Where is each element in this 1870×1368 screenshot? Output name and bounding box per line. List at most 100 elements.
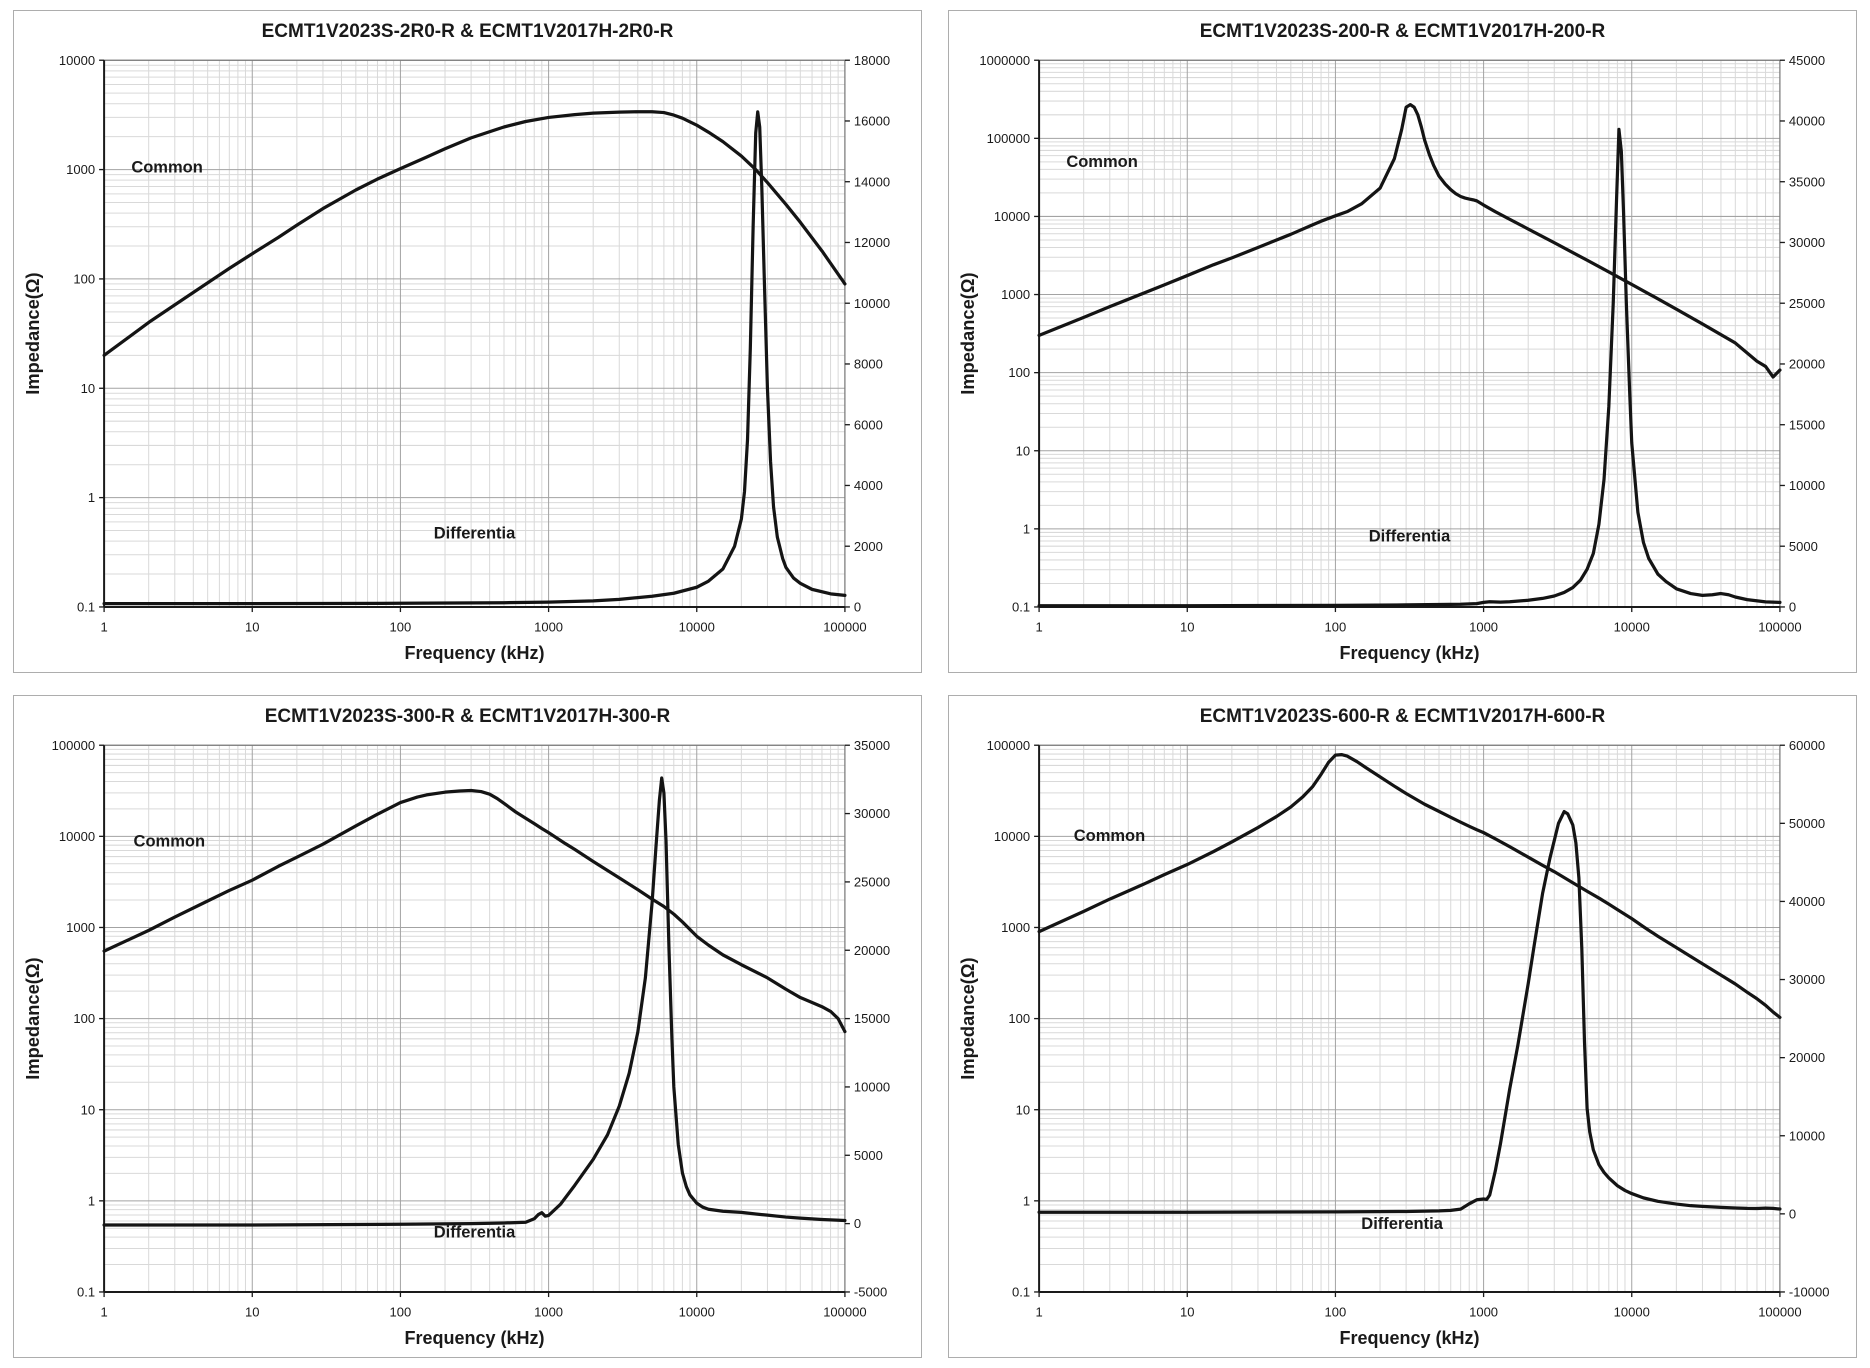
x-tick-label: 100 — [390, 1304, 412, 1319]
series-label-differentia: Differentia — [434, 1222, 516, 1241]
y-left-tick-label: 1000 — [1001, 287, 1030, 302]
y-left-tick-label: 100 — [73, 1011, 95, 1026]
y-right-tick-label: 2000 — [854, 539, 883, 554]
x-tick-label: 1000 — [1469, 619, 1498, 634]
y-left-tick-label: 10 — [81, 381, 95, 396]
y-right-tick-label: 25000 — [1789, 296, 1825, 311]
y-axis-title: Impedance(Ω) — [958, 272, 978, 394]
y-right-tick-label: 35000 — [854, 738, 890, 753]
gridlines-minor — [1039, 60, 1780, 607]
x-tick-label: 100 — [390, 619, 412, 634]
chart-canvas-2r0: 1000010001001010.11800016000140001200010… — [23, 53, 890, 663]
chart-canvas-600: 1000001000010001001010.16000050000400003… — [958, 738, 1830, 1348]
y-right-tick-label: 40000 — [1789, 894, 1825, 909]
x-tick-label: 10000 — [1614, 619, 1650, 634]
curve-common — [1037, 752, 1782, 1020]
x-tick-label: 10000 — [679, 1304, 715, 1319]
x-tick-label: 100 — [1325, 619, 1347, 634]
y-right-tick-label: 5000 — [854, 1148, 883, 1163]
chart-canvas-300: 1000001000010001001010.13500030000250002… — [23, 738, 890, 1348]
y-left-tick-label: 1000 — [66, 920, 95, 935]
x-axis-title: Frequency (kHz) — [1339, 1328, 1479, 1348]
x-tick-label: 10 — [1180, 619, 1194, 634]
curve-common — [102, 788, 847, 1034]
y-left-tick-label: 0.1 — [77, 599, 95, 614]
y-axis-title: Impedance(Ω) — [958, 957, 978, 1079]
curve-differentia — [1037, 127, 1782, 608]
y-right-tick-label: 10000 — [1789, 478, 1825, 493]
y-left-tick-label: 10 — [1016, 443, 1030, 458]
tick-marks — [1034, 744, 1785, 1298]
y-right-tick-label: 0 — [1789, 599, 1796, 614]
y-right-tick-label: 8000 — [854, 356, 883, 371]
y-left-tick-label: 10000 — [59, 53, 95, 68]
x-tick-label: 10 — [245, 1304, 259, 1319]
y-left-tick-label: 1000000 — [979, 53, 1030, 68]
y-left-tick-label: 10000 — [994, 829, 1030, 844]
x-tick-label: 10 — [245, 619, 259, 634]
y-left-tick-label: 100000 — [987, 738, 1030, 753]
y-left-tick-label: 100 — [1008, 365, 1030, 380]
y-left-tick-label: 10000 — [59, 829, 95, 844]
tick-marks — [99, 744, 850, 1298]
y-right-tick-label: 50000 — [1789, 816, 1825, 831]
x-tick-label: 100000 — [823, 619, 866, 634]
x-tick-label: 1 — [100, 1304, 107, 1319]
chart-panel-200: ECMT1V2023S-200-R & ECMT1V2017H-200-R 10… — [948, 10, 1857, 673]
y-right-tick-label: 15000 — [1789, 417, 1825, 432]
x-tick-label: 100000 — [823, 1304, 866, 1319]
y-left-tick-label: 100000 — [52, 738, 95, 753]
y-right-tick-label: 10000 — [854, 1079, 890, 1094]
series-label-common: Common — [1066, 152, 1138, 171]
y-left-tick-label: 1 — [1023, 521, 1030, 536]
x-tick-label: 100 — [1325, 1304, 1347, 1319]
chart-title: ECMT1V2023S-300-R & ECMT1V2017H-300-R — [264, 706, 671, 727]
chart-title: ECMT1V2023S-200-R & ECMT1V2017H-200-R — [1199, 21, 1606, 42]
series-label-differentia: Differentia — [434, 524, 516, 543]
y-right-tick-label: -5000 — [854, 1284, 887, 1299]
series-label-common: Common — [134, 831, 206, 850]
x-tick-label: 1000 — [534, 619, 563, 634]
curve-common — [102, 110, 847, 357]
chart-panel-2r0: ECMT1V2023S-2R0-R & ECMT1V2017H-2R0-R 10… — [13, 10, 922, 673]
x-tick-label: 1000 — [1469, 1304, 1498, 1319]
y-right-tick-label: 30000 — [1789, 972, 1825, 987]
tick-labels: 10000001000001000010001001010.1450004000… — [979, 53, 1825, 635]
tick-marks — [99, 59, 850, 613]
y-right-tick-label: 4000 — [854, 478, 883, 493]
y-right-tick-label: 0 — [1789, 1206, 1796, 1221]
y-right-tick-label: 60000 — [1789, 738, 1825, 753]
tick-labels: 1000001000010001001010.13500030000250002… — [52, 738, 890, 1320]
y-right-tick-label: 15000 — [854, 1011, 890, 1026]
y-right-tick-label: -10000 — [1789, 1284, 1830, 1299]
y-left-tick-label: 10000 — [994, 209, 1030, 224]
x-tick-label: 1 — [1035, 1304, 1042, 1319]
y-left-tick-label: 1 — [88, 1193, 95, 1208]
tick-labels: 1000010001001010.11800016000140001200010… — [59, 53, 890, 635]
y-right-tick-label: 30000 — [1789, 235, 1825, 250]
series-label-differentia: Differentia — [1361, 1214, 1443, 1233]
x-tick-label: 10000 — [679, 619, 715, 634]
y-right-tick-label: 5000 — [1789, 539, 1818, 554]
chart-title: ECMT1V2023S-2R0-R & ECMT1V2017H-2R0-R — [261, 21, 674, 42]
y-right-tick-label: 14000 — [854, 174, 890, 189]
y-left-tick-label: 100000 — [987, 131, 1030, 146]
x-axis-title: Frequency (kHz) — [404, 643, 544, 663]
y-right-tick-label: 10000 — [854, 296, 890, 311]
y-right-tick-label: 30000 — [854, 806, 890, 821]
curve-differentia — [102, 776, 847, 1227]
y-left-tick-label: 0.1 — [1012, 599, 1030, 614]
y-right-tick-label: 20000 — [1789, 356, 1825, 371]
y-left-tick-label: 100 — [73, 271, 95, 286]
y-left-tick-label: 1 — [88, 490, 95, 505]
y-right-tick-label: 12000 — [854, 235, 890, 250]
x-tick-label: 100000 — [1758, 1304, 1801, 1319]
y-right-tick-label: 0 — [854, 1216, 861, 1231]
y-left-tick-label: 10 — [81, 1102, 95, 1117]
curve-differentia — [102, 110, 847, 606]
chart-panel-300: ECMT1V2023S-300-R & ECMT1V2017H-300-R 10… — [13, 695, 922, 1358]
y-left-tick-label: 1 — [1023, 1193, 1030, 1208]
y-right-tick-label: 45000 — [1789, 53, 1825, 68]
y-right-tick-label: 0 — [854, 599, 861, 614]
